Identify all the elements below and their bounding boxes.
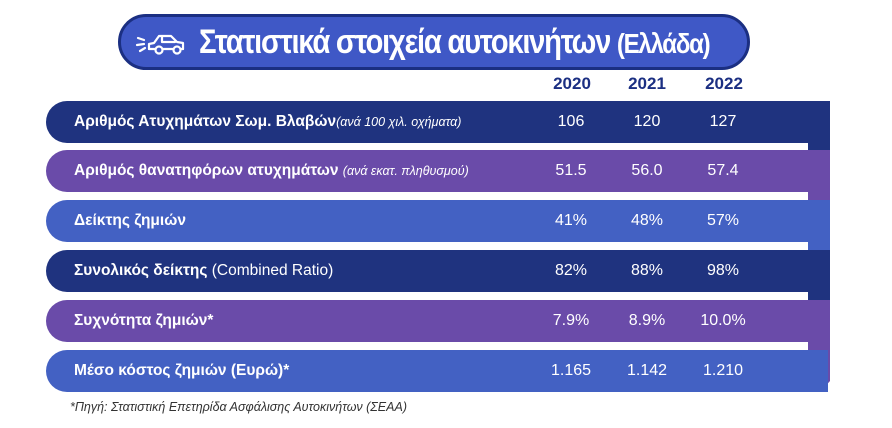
- row-label-text: Αριθμός Ατυχημάτων Σωμ. Βλαβών: [74, 113, 337, 130]
- row-label-text: Μέσο κόστος ζημιών (Ευρώ)*: [74, 362, 290, 379]
- cell-value-2021: 88%: [630, 262, 664, 279]
- row-label: Συνολικός δείκτης (Combined Ratio): [74, 250, 333, 292]
- source-footnote: *Πηγή: Στατιστική Επετηρίδα Ασφάλισης Αυ…: [70, 400, 407, 414]
- cell-value-2020: 82%: [554, 262, 588, 279]
- year-header-2020: 2020: [553, 74, 591, 93]
- table-row: Δείκτης ζημιών 41% 48% 57%: [46, 200, 828, 242]
- cell-value-2022: 57%: [706, 212, 740, 229]
- row-label: Αριθμός Ατυχημάτων Σωμ. Βλαβών(ανά 100 χ…: [74, 101, 461, 143]
- row-label-note: (Combined Ratio): [211, 262, 334, 279]
- title-main: Στατιστικά στοιχεία αυτοκινήτων: [199, 23, 611, 61]
- table-row: Αριθμός θανατηφόρων ατυχημάτων (ανά εκατ…: [46, 150, 828, 192]
- table-row: Μέσο κόστος ζημιών (Ευρώ)* 1.165 1.142 1.21…: [46, 350, 828, 392]
- page-title: Στατιστικά στοιχεία αυτοκινήτων (Ελλάδα): [199, 17, 711, 67]
- row-label: Μέσο κόστος ζημιών (Ευρώ)*: [74, 350, 289, 392]
- row-label-text: Αριθμός θανατηφόρων ατυχημάτων: [74, 162, 339, 179]
- row-label-text: Συχνότητα ζημιών*: [74, 312, 214, 329]
- cell-value-2020: 51.5: [555, 162, 587, 179]
- table-row: Συχνότητα ζημιών* 7.9% 8.9% 10.0%: [46, 300, 828, 342]
- row-label: Συχνότητα ζημιών*: [74, 300, 213, 342]
- row-label: Αριθμός θανατηφόρων ατυχημάτων (ανά εκατ…: [74, 150, 469, 192]
- cell-value-2022: 98%: [706, 262, 740, 279]
- table-row: Συνολικός δείκτης (Combined Ratio) 82% 88%…: [46, 250, 828, 292]
- row-label-text: Δείκτης ζημιών: [74, 212, 186, 229]
- table-row: Αριθμός Ατυχημάτων Σωμ. Βλαβών(ανά 100 χ…: [46, 101, 828, 143]
- cell-value-2022: 127: [709, 113, 737, 130]
- cell-value-2021: 56.0: [631, 162, 663, 179]
- cell-value-2022: 57.4: [707, 162, 739, 179]
- year-header-2021: 2021: [628, 74, 666, 93]
- year-header-2022: 2022: [705, 74, 743, 93]
- cell-value-2020: 7.9%: [552, 312, 590, 329]
- cell-value-2021: 8.9%: [628, 312, 666, 329]
- row-label: Δείκτης ζημιών: [74, 200, 186, 242]
- row-label-note: (ανά εκατ. πληθυσμού): [342, 164, 469, 178]
- title-banner: Στατιστικά στοιχεία αυτοκινήτων (Ελλάδα): [118, 14, 750, 70]
- car-crash-icon: [135, 34, 185, 55]
- cell-value-2021: 48%: [630, 212, 664, 229]
- cell-value-2022: 1.210: [702, 362, 744, 379]
- cell-value-2020: 41%: [554, 212, 588, 229]
- cell-value-2021: 120: [633, 113, 661, 130]
- cell-value-2021: 1.142: [626, 362, 668, 379]
- cell-value-2020: 106: [557, 113, 585, 130]
- row-label-text: Συνολικός δείκτης: [74, 262, 208, 279]
- title-suffix: (Ελλάδα): [616, 28, 711, 59]
- cell-value-2022: 10.0%: [700, 312, 746, 329]
- row-label-note: (ανά 100 χιλ. οχήματα): [336, 115, 462, 129]
- cell-value-2020: 1.165: [550, 362, 592, 379]
